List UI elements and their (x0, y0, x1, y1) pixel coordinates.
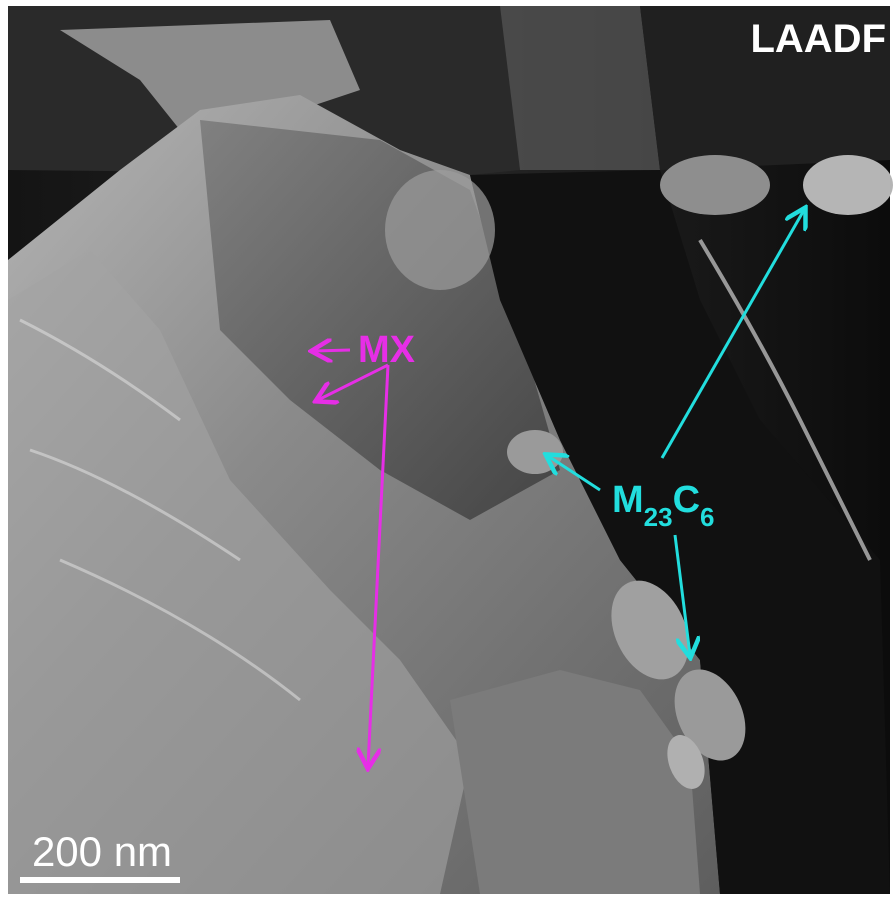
label-subscript: 6 (700, 502, 714, 532)
scale-bar-line (20, 877, 180, 883)
image-area (8, 6, 893, 894)
mode-label: LAADF (750, 17, 886, 61)
label-subscript: 23 (644, 502, 673, 532)
micrograph: LAADF MX M23C6 200 nm (0, 0, 896, 899)
scale-bar-label: 200 nm (32, 828, 172, 875)
label-part: M (612, 479, 644, 521)
label-part: C (673, 479, 700, 521)
mx-label: MX (358, 329, 416, 371)
scale-bar: 200 nm (20, 828, 180, 883)
mx-arrow (314, 350, 350, 351)
